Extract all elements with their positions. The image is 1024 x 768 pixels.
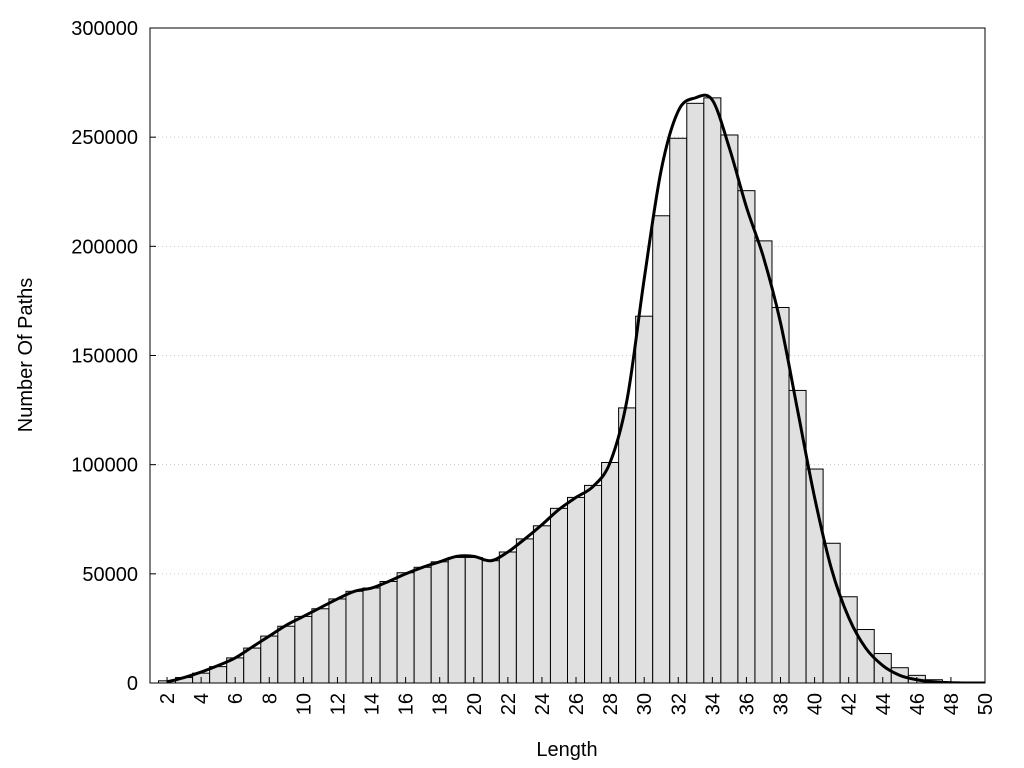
x-axis-label: Length <box>536 739 597 761</box>
bar <box>771 306 790 683</box>
x-tick-label: 40 <box>805 693 827 715</box>
x-tick-label: 20 <box>464 693 486 715</box>
y-tick-label: 0 <box>127 673 138 695</box>
bar <box>447 556 466 683</box>
x-tick-label: 34 <box>702 693 724 715</box>
x-tick-label: 2 <box>157 693 179 704</box>
bar <box>703 97 722 683</box>
x-tick-label: 12 <box>327 693 349 715</box>
bar <box>669 137 688 683</box>
x-tick-label: 14 <box>362 693 384 715</box>
bar <box>635 315 654 683</box>
bar <box>379 580 398 683</box>
x-tick-label: 22 <box>498 693 520 715</box>
bar <box>345 590 364 683</box>
bar <box>260 635 279 683</box>
x-tick-label: 6 <box>225 693 247 704</box>
y-tick-label: 50000 <box>82 564 138 586</box>
x-tick-label: 50 <box>975 693 997 715</box>
y-tick-label: 150000 <box>71 346 138 368</box>
bar <box>567 496 586 683</box>
x-tick-label: 8 <box>259 693 281 704</box>
bar <box>686 102 705 683</box>
bar <box>498 551 517 683</box>
x-tick-label: 18 <box>430 693 452 715</box>
x-tick-label: 16 <box>396 693 418 715</box>
bar <box>737 190 756 683</box>
bar <box>311 608 330 683</box>
x-tick-label: 38 <box>771 693 793 715</box>
x-tick-label: 24 <box>532 693 554 715</box>
bar <box>754 240 773 683</box>
bar <box>277 625 296 683</box>
y-tick-label: 200000 <box>71 236 138 258</box>
y-axis-label: Number Of Paths <box>15 278 37 433</box>
bar <box>601 461 620 683</box>
x-tick-label: 4 <box>191 693 213 704</box>
bar <box>396 572 415 683</box>
bar <box>515 538 534 683</box>
bar <box>549 507 568 683</box>
bar <box>584 484 603 683</box>
bar <box>413 566 432 683</box>
x-tick-label: 48 <box>941 693 963 715</box>
x-tick-label: 44 <box>873 693 895 715</box>
y-tick-label: 100000 <box>71 455 138 477</box>
bar <box>430 561 449 683</box>
bar <box>464 556 483 683</box>
x-tick-label: 36 <box>736 693 758 715</box>
bar <box>328 598 347 683</box>
bar <box>720 134 739 683</box>
bar <box>532 525 551 683</box>
x-tick-label: 28 <box>600 693 622 715</box>
bar <box>243 647 262 683</box>
x-tick-label: 26 <box>566 693 588 715</box>
bar <box>294 615 313 683</box>
bar <box>618 407 637 683</box>
y-tick-label: 250000 <box>71 127 138 149</box>
bar <box>652 215 671 683</box>
x-tick-label: 42 <box>839 693 861 715</box>
bar <box>839 596 858 683</box>
y-tick-label: 300000 <box>71 18 138 40</box>
x-tick-label: 46 <box>907 693 929 715</box>
bar <box>481 560 500 683</box>
x-tick-label: 10 <box>293 693 315 715</box>
x-tick-label: 32 <box>668 693 690 715</box>
smooth-curve <box>166 93 985 683</box>
x-tick-label: 30 <box>634 693 656 715</box>
bar <box>362 587 381 683</box>
